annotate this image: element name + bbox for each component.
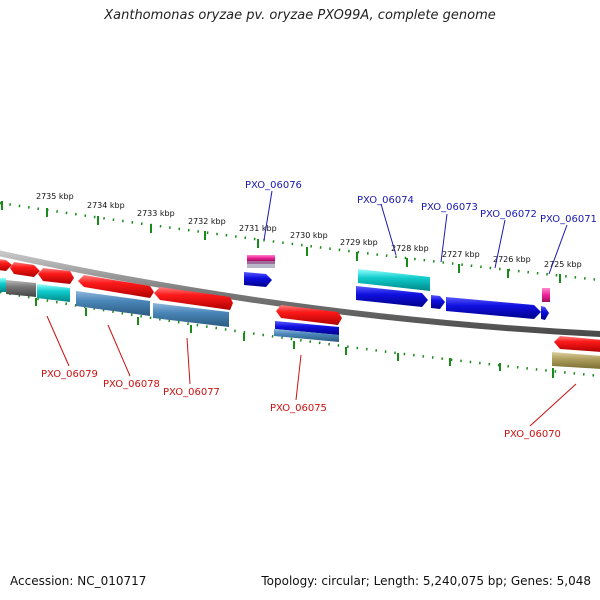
gene-feature[interactable] <box>247 255 275 261</box>
leader-lines-top <box>263 190 568 275</box>
kbp-label: 2731 kbp <box>239 224 277 233</box>
leader-lines-bottom <box>46 315 577 427</box>
kbp-label: 2733 kbp <box>137 209 175 218</box>
gene-feature[interactable] <box>274 329 339 342</box>
gene-label[interactable]: PXO_06071 <box>540 214 597 225</box>
kbp-label: 2727 kbp <box>442 250 480 259</box>
gene-feature[interactable] <box>541 306 549 320</box>
kbp-label: 2728 kbp <box>391 244 429 253</box>
major-ticks-top <box>1 201 561 283</box>
gene-feature[interactable] <box>6 280 36 297</box>
gene-feature[interactable] <box>431 295 445 309</box>
gene-feature[interactable] <box>0 278 6 292</box>
kbp-labels: 2735 kbp 2734 kbp 2733 kbp 2732 kbp 2731… <box>36 192 582 269</box>
gene-label[interactable]: PXO_06078 <box>103 379 160 390</box>
kbp-label: 2726 kbp <box>493 255 531 264</box>
gene-labels-bottom: PXO_06079 PXO_06078 PXO_06077 PXO_06075 … <box>41 369 561 440</box>
reverse-genes[interactable] <box>0 278 600 369</box>
map-title: Xanthomonas oryzae pv. oryzae PXO99A, co… <box>104 8 496 23</box>
gene-feature[interactable] <box>37 284 70 302</box>
forward-genes[interactable] <box>0 255 550 320</box>
gene-feature[interactable] <box>38 268 74 284</box>
gene-feature[interactable] <box>542 288 550 302</box>
gene-feature[interactable] <box>554 336 600 352</box>
gene-feature[interactable] <box>76 291 150 316</box>
accession-text: Accession: NC_010717 <box>10 574 147 588</box>
gene-label[interactable]: PXO_06073 <box>421 202 478 213</box>
major-ticks-bottom <box>35 298 554 378</box>
gene-feature[interactable] <box>356 286 428 307</box>
genome-summary-text: Topology: circular; Length: 5,240,075 bp… <box>261 574 591 588</box>
gene-feature <box>247 264 275 268</box>
gene-feature[interactable] <box>358 269 430 291</box>
kbp-label: 2729 kbp <box>340 238 378 247</box>
kbp-label: 2735 kbp <box>36 192 74 201</box>
gene-label[interactable]: PXO_06070 <box>504 429 561 440</box>
gene-label[interactable]: PXO_06079 <box>41 369 98 380</box>
gene-feature[interactable] <box>276 305 342 325</box>
gene-feature[interactable] <box>552 352 600 369</box>
kbp-label: 2730 kbp <box>290 231 328 240</box>
kbp-label: 2732 kbp <box>188 217 226 226</box>
gene-feature <box>247 261 275 264</box>
gene-feature[interactable] <box>10 262 40 277</box>
gene-feature[interactable] <box>275 321 339 335</box>
gene-label[interactable]: PXO_06074 <box>357 195 414 206</box>
gene-feature[interactable] <box>154 287 233 310</box>
gene-label[interactable]: PXO_06076 <box>245 180 302 191</box>
gene-feature[interactable] <box>446 297 541 319</box>
gene-feature[interactable] <box>153 303 229 327</box>
gene-labels-top: PXO_06076 PXO_06074 PXO_06073 PXO_06072 … <box>245 180 597 225</box>
kbp-label: 2725 kbp <box>544 260 582 269</box>
gene-feature[interactable] <box>0 259 12 271</box>
genome-backbone <box>0 250 600 338</box>
gene-feature[interactable] <box>244 272 272 287</box>
gene-feature[interactable] <box>78 275 154 298</box>
gene-label[interactable]: PXO_06072 <box>480 209 537 220</box>
gene-label[interactable]: PXO_06075 <box>270 403 327 414</box>
gene-label[interactable]: PXO_06077 <box>163 387 220 398</box>
kbp-label: 2734 kbp <box>87 201 125 210</box>
